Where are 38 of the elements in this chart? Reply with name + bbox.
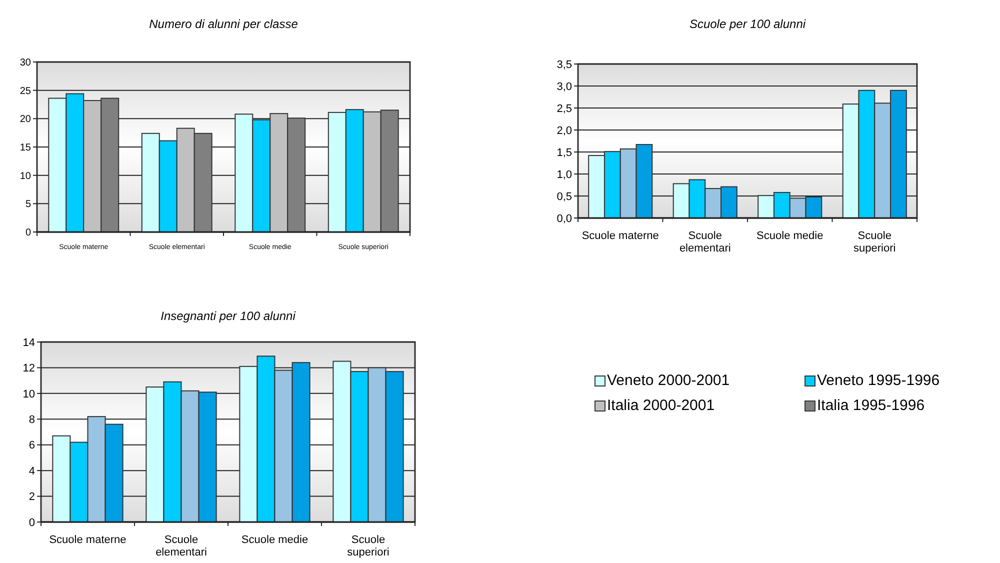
- legend-label: Veneto 1995-1996: [817, 372, 940, 389]
- legend-label: Italia 2000-2001: [607, 397, 715, 414]
- chart-title: Numero di alunni per classe: [149, 17, 298, 31]
- y-tick-label: 2,5: [556, 102, 572, 115]
- y-tick-label: 1,0: [556, 168, 572, 181]
- x-tick-label: Scuole elementari: [679, 230, 731, 255]
- x-tick-label: Scuole elementari: [156, 534, 207, 559]
- y-tick-label: 0,0: [556, 212, 572, 225]
- y-tick-label: 20: [20, 114, 32, 126]
- y-tick-label: 10: [20, 170, 32, 182]
- y-tick-label: 3,5: [556, 58, 572, 71]
- y-tick-label: 8: [28, 414, 35, 426]
- chart-title: Scuole per 100 alunni: [689, 17, 806, 31]
- y-tick-label: 25: [20, 86, 32, 97]
- y-tick-label: 4: [28, 465, 35, 478]
- y-tick-label: 2,0: [556, 124, 572, 137]
- legend-label: Italia 1995-1996: [817, 397, 925, 414]
- y-tick-label: 14: [22, 336, 35, 349]
- x-tick-label: Scuole medie: [756, 230, 824, 242]
- x-tick-label: Scuole materne: [49, 534, 126, 546]
- y-tick-label: 0: [25, 228, 32, 238]
- y-tick-label: 30: [20, 58, 32, 68]
- legend-label: Veneto 2000-2001: [607, 372, 730, 389]
- y-tick-label: 10: [22, 388, 35, 400]
- x-tick-label: Scuole medie: [241, 534, 308, 546]
- y-tick-label: 0,5: [556, 190, 572, 203]
- y-tick-label: 2: [28, 491, 35, 504]
- y-tick-label: 5: [25, 199, 32, 210]
- y-tick-label: 3,0: [556, 80, 572, 93]
- x-tick-label: Scuole materne: [582, 230, 659, 242]
- y-tick-label: 12: [22, 362, 35, 375]
- y-tick-label: 15: [20, 142, 32, 154]
- y-tick-label: 1,5: [556, 146, 572, 159]
- x-tick-label: Scuole superiori: [854, 230, 896, 255]
- x-tick-label: Scuole superiori: [347, 534, 390, 559]
- y-tick-label: 0: [28, 516, 35, 529]
- chart-title: Insegnanti per 100 alunni: [160, 309, 296, 323]
- y-tick-label: 6: [28, 440, 35, 452]
